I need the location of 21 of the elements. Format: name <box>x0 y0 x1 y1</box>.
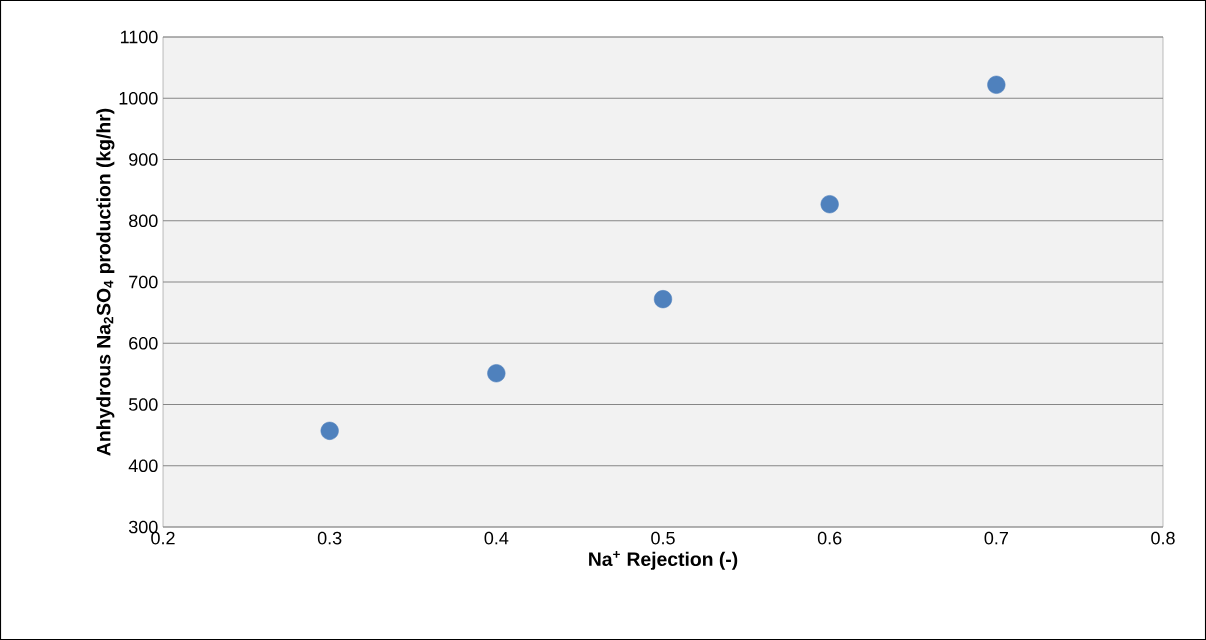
x-axis-title: Na$^{+}$ Rejection (-) <box>589 550 738 570</box>
point <box>653 290 673 309</box>
y-tick-label: 1000 <box>119 91 158 105</box>
x-tick-label: 0.8 <box>1151 531 1175 545</box>
point <box>820 195 839 214</box>
y-tick-label: 1100 <box>120 30 158 44</box>
point <box>320 421 339 440</box>
x-tick-label: 0.3 <box>317 531 342 545</box>
y-tick-label: 600 <box>129 336 158 350</box>
y-tick-label: 900 <box>129 153 158 166</box>
x-tick-label: 0.4 <box>484 531 509 545</box>
x-tick-label: 0.6 <box>817 531 842 545</box>
point <box>987 75 1006 94</box>
y-tick-label: 500 <box>128 398 158 411</box>
point <box>487 364 506 383</box>
x-tick-label: 0.5 <box>651 531 675 545</box>
y-tick-label: 800 <box>129 214 158 228</box>
y-tick-label: 400 <box>128 459 158 473</box>
y-axis-title: Anhydrous Na$_{2}$SO$_{4}$ production (kg/hr) <box>96 108 115 456</box>
x-tick-label: 0.7 <box>984 531 1008 545</box>
y-tick-label: 700 <box>129 275 158 289</box>
